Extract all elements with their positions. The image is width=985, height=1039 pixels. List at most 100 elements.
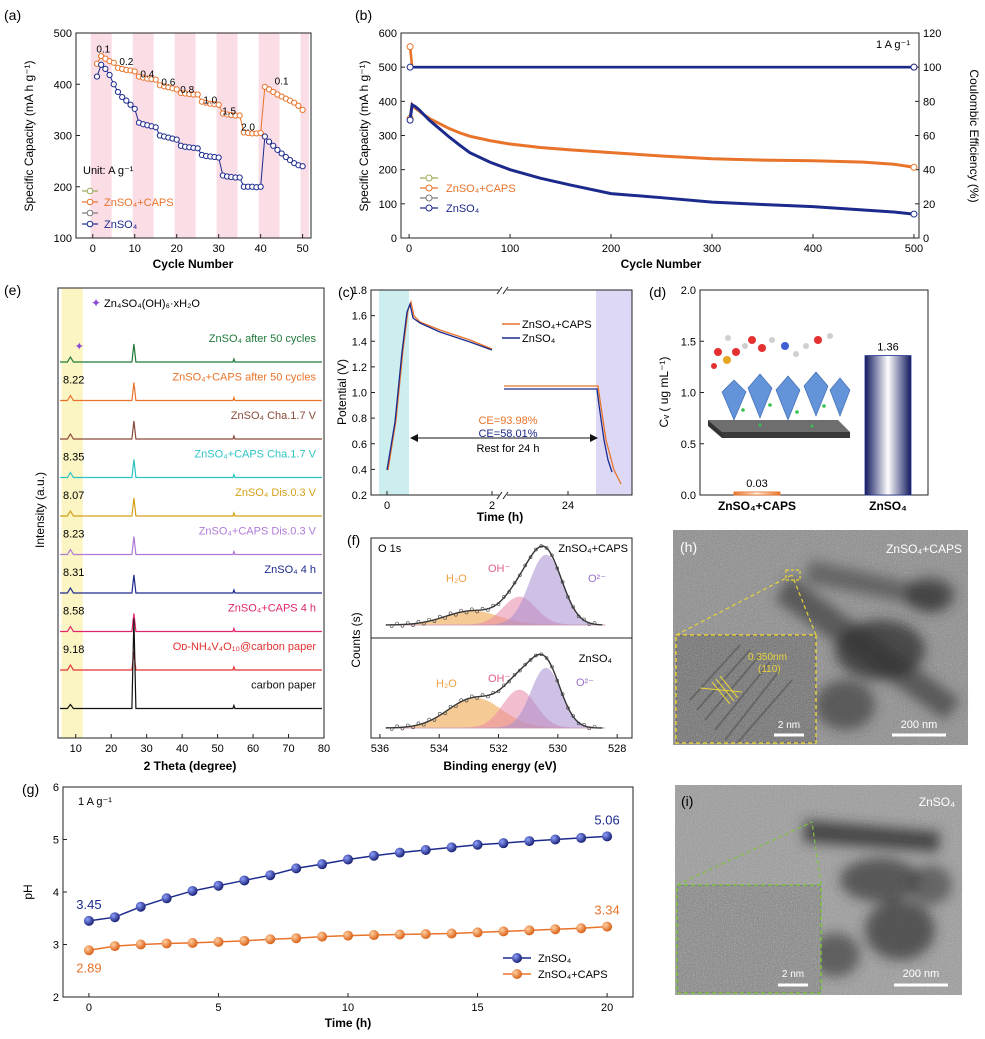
panel-g-ylabel: pH	[21, 884, 35, 899]
x-tick-label: 30	[141, 743, 153, 755]
xps-raw-point	[400, 624, 405, 628]
y-tick-label: 500	[379, 62, 397, 74]
panel-h-inset-scale: 2 nm	[778, 720, 800, 731]
data-point	[602, 831, 613, 842]
data-point	[291, 933, 302, 944]
panel-f-core-level: O 1s	[378, 543, 402, 555]
xps-raw-point	[438, 711, 442, 716]
y-tick-label: 0.2	[352, 490, 367, 502]
xps-raw-point	[470, 607, 474, 612]
y-tick-label: 0.0	[681, 490, 696, 502]
legend-marker	[425, 204, 433, 212]
xps-raw-point	[416, 619, 421, 624]
data-point	[498, 838, 509, 849]
data-point	[446, 842, 457, 853]
data-point	[317, 859, 328, 870]
y-tick-label: 300	[54, 131, 72, 143]
xps-raw-point	[502, 683, 506, 688]
panel-b-series	[406, 43, 918, 218]
y2-tick-label: 20	[923, 199, 935, 211]
xps-raw-point	[518, 573, 522, 578]
xps-raw-point	[389, 727, 394, 731]
value-label: 5.06	[594, 812, 619, 827]
y-tick-label: 200	[54, 182, 72, 194]
data-point	[257, 183, 264, 190]
data-point	[291, 99, 298, 106]
panel-g: (g) 0 5 10 15 20 2 3 4 5 6 3.45 5.06 2.89 3.34 1 A g…	[21, 781, 634, 1030]
xrd-trace	[60, 613, 322, 633]
xps-raw-point	[421, 722, 426, 727]
x-tick-label: 24	[562, 500, 574, 512]
x-tick-label: 0	[86, 1002, 92, 1014]
y2-tick-label: 40	[923, 165, 935, 177]
xps-raw-point	[587, 622, 592, 626]
data-point	[109, 941, 120, 952]
xps-envelope	[385, 545, 603, 626]
data-point	[213, 936, 224, 947]
data-point	[215, 101, 222, 108]
data-point	[394, 929, 405, 940]
x-tick-label: 10	[129, 243, 141, 255]
xps-raw-point	[395, 724, 399, 729]
panel-c-xlabel: Time (h)	[477, 510, 523, 524]
data-point	[602, 921, 613, 932]
legend-label: ZnSO₄+CAPS	[446, 183, 516, 195]
data-point	[236, 112, 243, 119]
panel-g-legend-caps: ZnSO₄+CAPS	[538, 969, 608, 981]
panel-i-inset-scale: 2 nm	[782, 969, 804, 980]
data-point	[498, 926, 509, 937]
xrd-peak-label: 8.23	[63, 529, 84, 541]
xrd-impurity-marker: ✦	[75, 341, 84, 353]
rate-label: 2.0	[241, 122, 255, 133]
data-point	[135, 939, 146, 950]
data-point	[110, 59, 117, 66]
panel-f-bottom-o2: O²⁻	[576, 677, 594, 689]
data-point	[102, 65, 109, 72]
data-point	[261, 133, 268, 140]
data-point	[83, 915, 94, 926]
panel-g-legend-marker-znso4	[512, 953, 522, 963]
data-point	[286, 157, 294, 164]
xps-raw-point	[395, 621, 399, 626]
xps-raw-point	[566, 595, 570, 599]
y-tick-label: 2	[53, 992, 59, 1004]
x-tick-label: 80	[318, 743, 330, 755]
start-marker	[406, 63, 414, 71]
xps-raw-point	[389, 624, 394, 628]
panel-i-zoom-line-2	[811, 821, 822, 886]
x-tick-label: 300	[703, 243, 721, 255]
xps-raw-point	[464, 698, 469, 703]
data-point	[550, 924, 561, 935]
curve-znso4-charge	[386, 301, 493, 471]
data-point	[576, 832, 587, 843]
panel-f: (f) O 1s ZnSO₄+CAPS ZnSO₄ H₂O OH⁻ O²⁻ H₂…	[347, 532, 633, 773]
xps-raw-point	[512, 580, 517, 585]
data-point	[213, 880, 224, 891]
data-point	[265, 138, 273, 145]
xrd-trace	[60, 536, 322, 556]
data-point	[576, 923, 587, 934]
xps-raw-point	[448, 704, 453, 709]
rate-label: 0.1	[96, 44, 110, 55]
rate-band	[174, 33, 196, 238]
panel-f-label: (f)	[347, 532, 360, 548]
panel-f-ticks: 536 534 532 530 528	[371, 734, 626, 755]
xrd-trace	[60, 618, 322, 710]
panel-a-unit-note: Unit: A g⁻¹	[83, 165, 134, 177]
panel-d-category-caps: ZnSO₄+CAPS	[718, 499, 796, 513]
y-tick-label: 200	[379, 165, 397, 177]
xps-raw-point	[486, 694, 490, 699]
panel-c: (c) 0.2 0.4 0.6 0.8 1.0 1.2 1.4 1.6 1.8 0 2 24 ZnSO…	[335, 284, 633, 524]
data-point	[265, 934, 276, 945]
curve-znso4-discharge	[504, 388, 613, 473]
xrd-peak-label: 8.31	[63, 567, 84, 579]
xps-raw-point	[411, 725, 415, 730]
x-tick-label: 40	[176, 743, 188, 755]
series-line	[408, 102, 915, 216]
x-tick-label: 528	[608, 743, 626, 755]
data-point	[299, 163, 306, 170]
panel-e-frame	[57, 287, 325, 739]
data-point	[394, 847, 405, 858]
panel-g-label: (g)	[22, 781, 39, 797]
